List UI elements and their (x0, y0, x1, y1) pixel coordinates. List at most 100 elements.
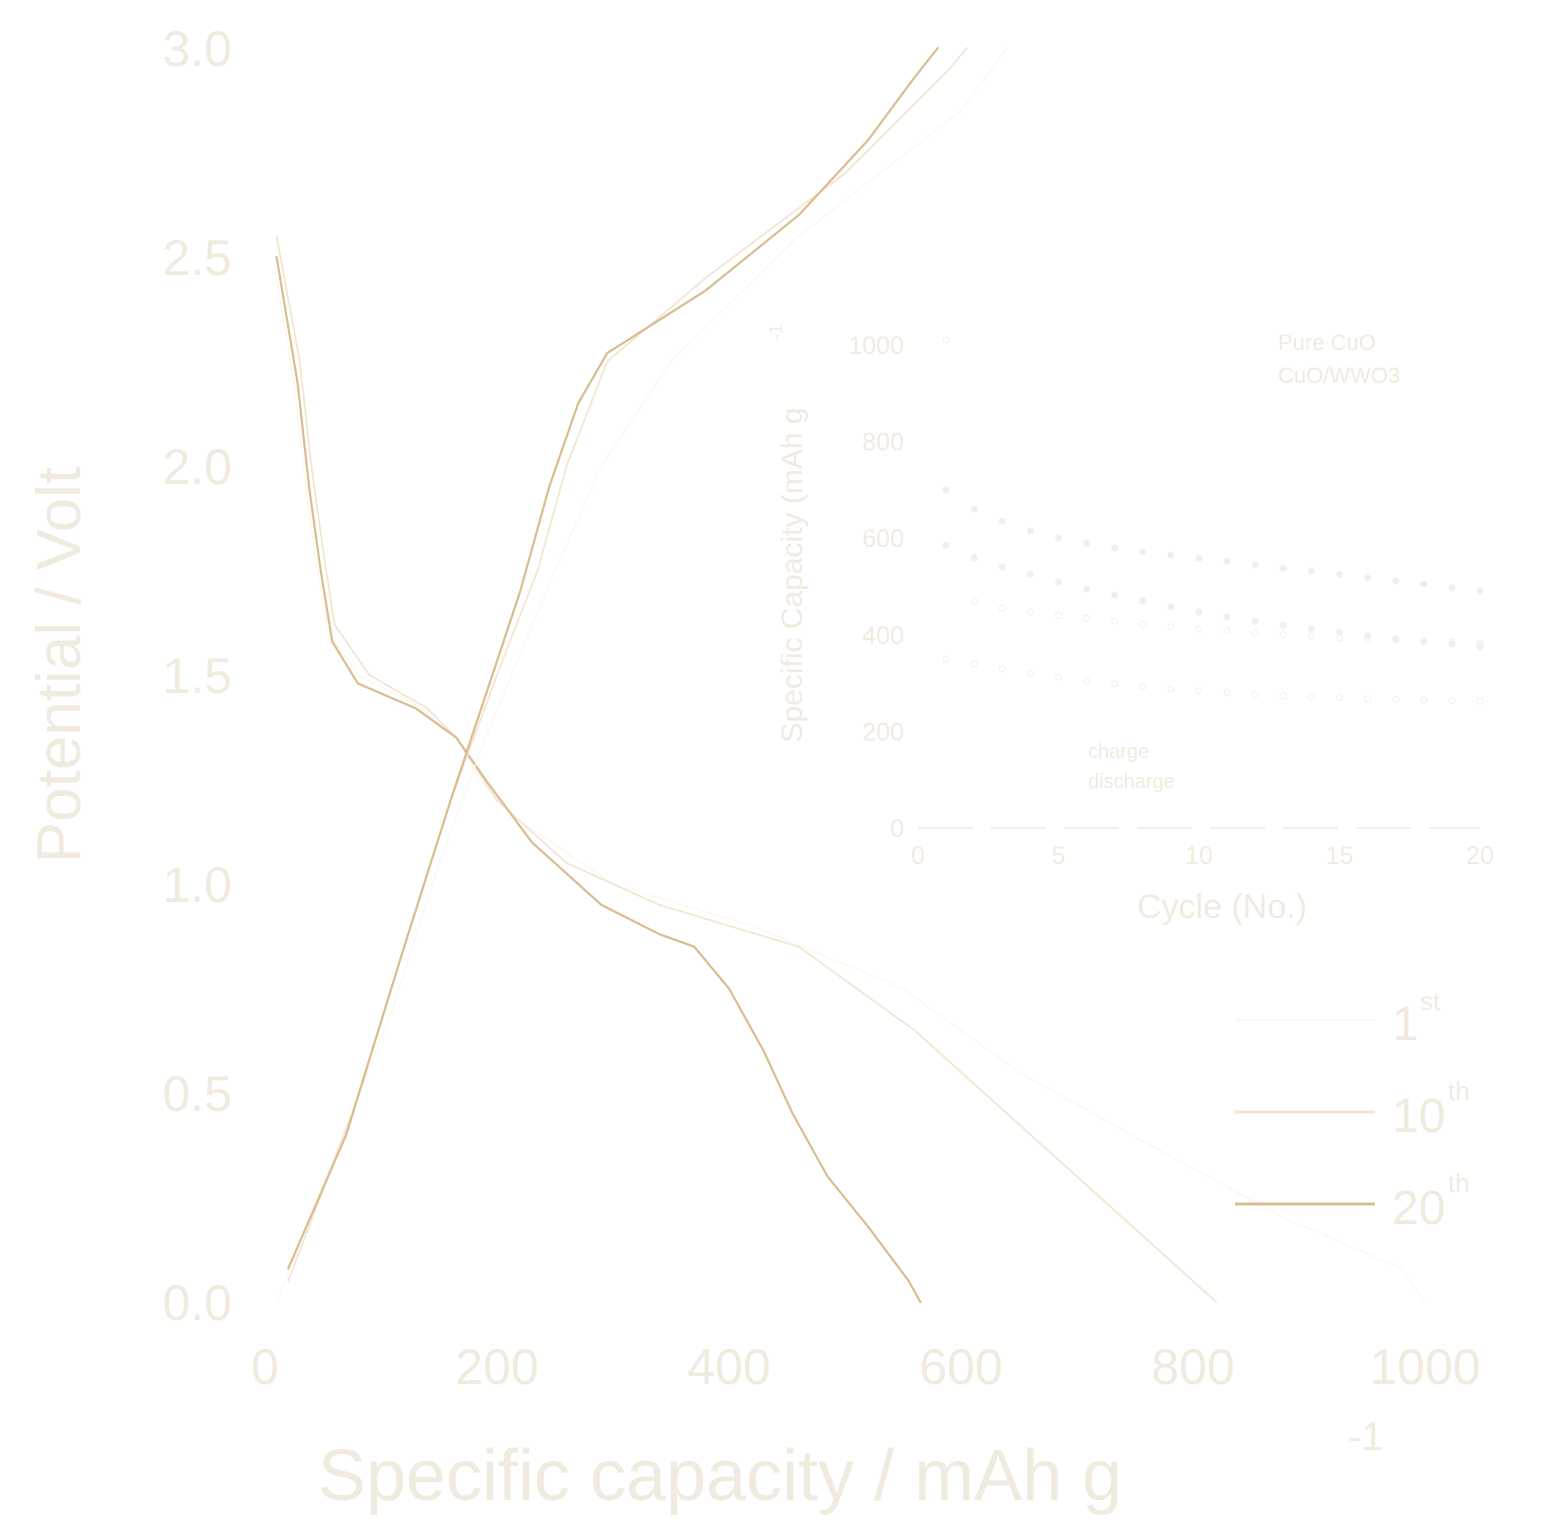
inset-material-legend: Pure CuO CuO/WWO3 (1278, 330, 1400, 388)
inset-point-discharge (1307, 632, 1315, 640)
cycle-legend: 1 st 10 th 20 th (1235, 986, 1470, 1235)
curve-charge-20th (287, 46, 939, 1270)
inset-point-discharge (1279, 692, 1287, 700)
inset-point-discharge (1448, 697, 1456, 704)
legend-label-10th: 10 (1392, 1090, 1445, 1143)
legend-label-20th: 20 (1392, 1182, 1445, 1235)
inset-y-tick-label: 200 (862, 718, 904, 746)
inset-legend-discharge: discharge (1088, 771, 1175, 793)
inset-point-discharge (1055, 673, 1062, 681)
inset-point-charge (1223, 557, 1231, 565)
inset-point-charge (1251, 617, 1259, 625)
main-y-tick-label: 2.0 (162, 439, 232, 495)
inset-point-charge (1026, 570, 1034, 578)
inset-point-charge (1279, 621, 1287, 629)
inset-point-discharge (1420, 696, 1428, 704)
inset-point-charge (1139, 597, 1147, 605)
main-y-tick-label: 0.0 (162, 1275, 232, 1331)
inset-point-charge (942, 541, 950, 549)
inset-point-discharge (1139, 683, 1147, 690)
inset-point-discharge (1139, 620, 1147, 628)
main-x-tick-label: 0 (251, 1339, 279, 1395)
inset-point-discharge (1083, 677, 1091, 685)
inset-point-charge (1420, 580, 1428, 588)
inset-point-discharge (1364, 695, 1372, 703)
inset-point-charge (1055, 578, 1062, 586)
inset-point-discharge (1392, 637, 1400, 645)
inset-point-discharge (1336, 694, 1343, 702)
inset-point-charge (1111, 591, 1119, 599)
inset-point-charge (1026, 527, 1034, 535)
main-y-axis-title: Potential / Volt (25, 467, 94, 863)
inset-point-charge (1195, 555, 1203, 562)
inset-point-charge (1111, 544, 1119, 552)
main-x-tick-labels: 0 200 400 600 800 1000 (251, 1339, 1481, 1395)
inset-point-charge (1336, 570, 1343, 578)
inset-branch-legend: charge discharge (1088, 741, 1175, 793)
legend-label-10th-sup: th (1448, 1076, 1470, 1106)
inset-point-discharge (1448, 639, 1456, 646)
curve-discharge-10th (275, 235, 1218, 1303)
inset-y-tick-label: 0 (890, 815, 904, 843)
inset-point-discharge (1167, 685, 1175, 693)
main-y-tick-labels: 0.0 0.5 1.0 1.5 2.0 2.5 3.0 (162, 21, 232, 1331)
inset-point-discharge (1195, 625, 1203, 633)
inset-point-charge (1307, 625, 1315, 633)
inset-point-discharge (1111, 680, 1119, 688)
inset-x-axis-title: Cycle (No.) (1137, 888, 1307, 926)
inset-point-discharge (1026, 669, 1034, 677)
inset-point-discharge (998, 604, 1006, 612)
curve-charge-1st (275, 47, 1009, 1303)
inset-point-discharge (998, 665, 1006, 673)
main-x-tick-label: 600 (919, 1339, 1002, 1395)
inset-point-charge (1336, 628, 1343, 636)
inset-point-discharge (1476, 697, 1484, 705)
inset-y-tick-label: 400 (862, 622, 904, 650)
inset-y-tick-label: 600 (862, 525, 904, 553)
inset-legend-cuo-wwo3: CuO/WWO3 (1278, 363, 1400, 388)
inset-point-discharge (1111, 617, 1119, 625)
inset-legend-charge: charge (1088, 741, 1149, 763)
inset-point-discharge (942, 655, 950, 663)
inset-data-points (942, 336, 1484, 705)
main-y-tick-label: 1.0 (162, 857, 232, 913)
main-x-axis-title: Specific capacity / mAh g (318, 1436, 1122, 1516)
inset-point-discharge (942, 336, 950, 344)
inset-point-discharge (1251, 690, 1259, 698)
inset-point-charge (1167, 551, 1175, 559)
main-x-tick-label: 400 (687, 1339, 770, 1395)
inset-point-discharge (1279, 631, 1287, 639)
inset-point-charge (1055, 534, 1062, 542)
inset-point-discharge (1083, 614, 1091, 622)
main-x-tick-label: 200 (455, 1339, 538, 1395)
inset-point-charge (1195, 608, 1203, 616)
inset-cycling-chart: 0 200 400 600 800 1000 0 5 10 15 20 Cycle (No.) S… (766, 324, 1494, 926)
inset-point-charge (998, 517, 1006, 525)
inset-point-charge (1251, 561, 1259, 569)
inset-y-tick-label: 1000 (848, 332, 904, 360)
inset-point-discharge (970, 597, 978, 605)
inset-y-tick-label: 800 (862, 429, 904, 457)
inset-x-tick-label: 20 (1466, 842, 1494, 870)
inset-point-discharge (1026, 608, 1034, 616)
inset-x-tick-labels: 0 5 10 15 20 (911, 842, 1494, 870)
inset-point-charge (1139, 548, 1147, 556)
inset-y-axis-title-superscript: -1 (766, 324, 786, 340)
main-plot-curves (275, 46, 1426, 1304)
inset-point-discharge (1223, 689, 1231, 697)
legend-label-20th-sup: th (1448, 1168, 1470, 1198)
inset-point-discharge (1420, 638, 1428, 646)
main-y-tick-label: 2.5 (162, 230, 232, 286)
inset-point-charge (1223, 613, 1231, 621)
inset-x-tick-label: 0 (911, 842, 925, 870)
inset-point-discharge (970, 660, 978, 668)
inset-point-charge (970, 554, 978, 561)
inset-point-charge (1476, 586, 1484, 594)
inset-point-discharge (1055, 612, 1062, 619)
legend-label-1st-sup: st (1420, 986, 1441, 1016)
inset-point-charge (970, 505, 978, 513)
inset-point-charge (1392, 635, 1400, 643)
main-x-tick-label: 800 (1151, 1339, 1234, 1395)
inset-point-charge (1392, 577, 1400, 585)
